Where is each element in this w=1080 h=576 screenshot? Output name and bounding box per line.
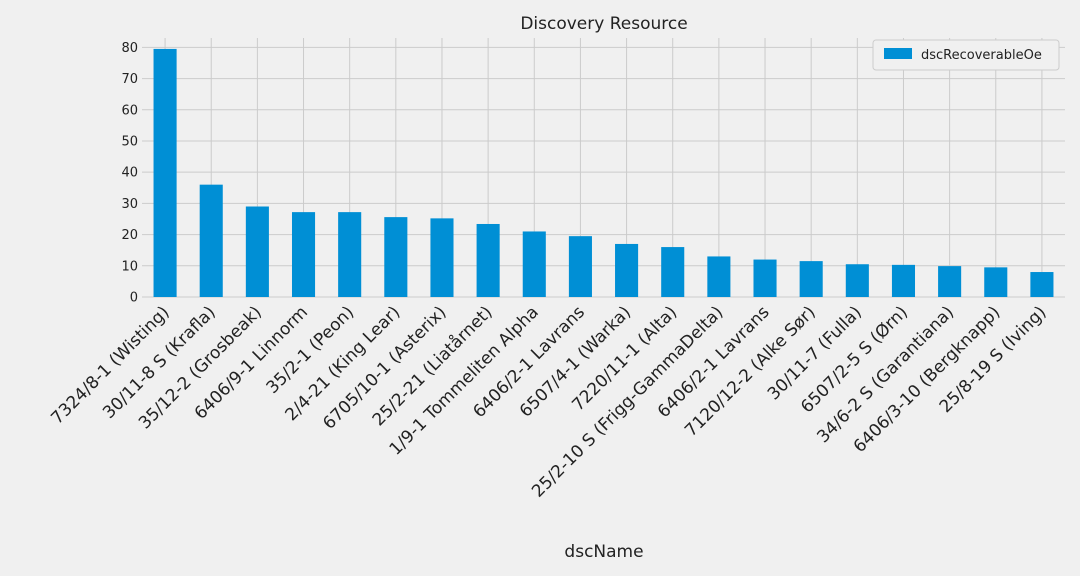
chart-title: Discovery Resource [520, 14, 687, 34]
bar [384, 217, 408, 297]
bar [568, 236, 592, 297]
x-axis-ticks: 7324/8-1 (Wisting)30/11-8 S (Krafla)35/1… [47, 302, 1050, 502]
bar [338, 212, 362, 297]
grid [142, 38, 1065, 298]
y-tick-label: 0 [130, 291, 138, 306]
bar [245, 206, 269, 297]
bar [522, 231, 546, 297]
bar [845, 264, 869, 297]
legend: dscRecoverableOe [872, 39, 1060, 71]
bar [615, 243, 639, 297]
bar [891, 264, 916, 297]
bar [153, 48, 177, 297]
bar [753, 259, 777, 297]
y-tick-label: 40 [121, 166, 138, 181]
bar [707, 256, 731, 297]
y-tick-label: 10 [121, 259, 138, 274]
bar [984, 267, 1008, 297]
bar [199, 184, 223, 297]
bar [1030, 272, 1054, 297]
bar [291, 212, 316, 297]
y-tick-label: 70 [121, 72, 138, 87]
bar [799, 261, 823, 297]
bar [476, 223, 500, 297]
y-axis-ticks: 0 10 20 30 40 50 60 70 80 [121, 41, 138, 306]
y-tick-label: 80 [121, 41, 138, 56]
y-tick-label: 50 [121, 134, 138, 149]
bars [153, 48, 1054, 297]
bar [938, 266, 962, 297]
x-axis-label: dscName [564, 542, 643, 562]
y-tick-label: 20 [121, 228, 138, 243]
legend-box [872, 39, 1060, 71]
legend-swatch [884, 48, 912, 59]
legend-entry: dscRecoverableOe [921, 48, 1042, 63]
y-tick-label: 30 [121, 197, 138, 212]
bar [661, 247, 685, 297]
bar [430, 218, 454, 297]
y-tick-label: 60 [121, 103, 138, 118]
